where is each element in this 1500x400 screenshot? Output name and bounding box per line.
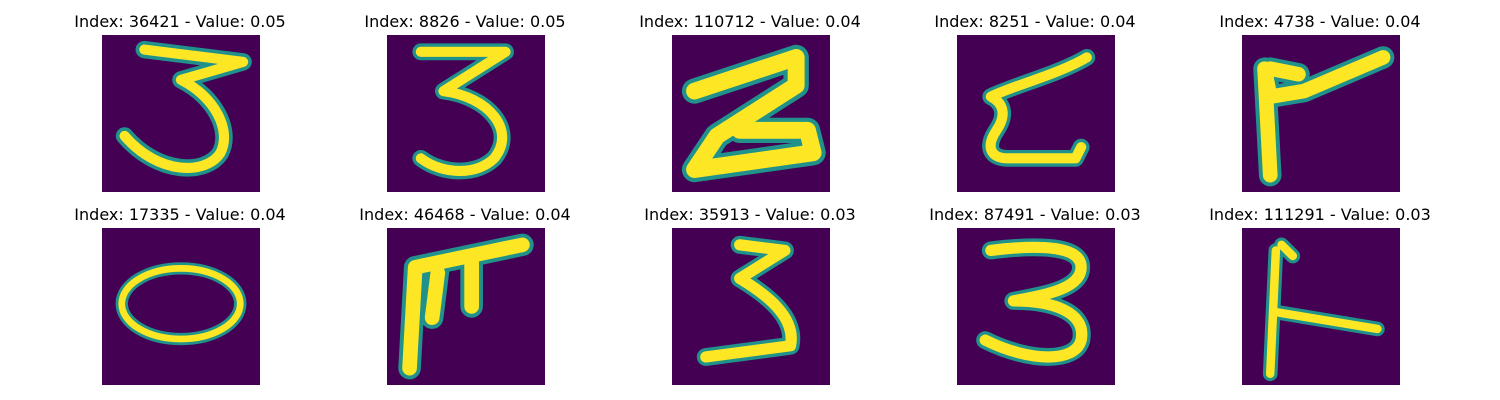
image-panel-1: Index: 36421 - Value: 0.05: [40, 0, 320, 192]
digit-stroke: [686, 49, 822, 178]
digit-stroke: [700, 239, 797, 363]
image-background: [102, 228, 260, 385]
panel-title: Index: 87491 - Value: 0.03: [929, 205, 1141, 224]
image-panel-7: Index: 46468 - Value: 0.04: [325, 193, 605, 385]
panel-title: Index: 35913 - Value: 0.03: [644, 205, 856, 224]
digit-image: [387, 228, 545, 385]
digit-stroke: [979, 241, 1088, 363]
digit-stroke: [119, 44, 249, 173]
digit-image: [102, 35, 260, 192]
image-panel-6: Index: 17335 - Value: 0.04: [40, 193, 320, 385]
image-panel-10: Index: 111291 - Value: 0.03: [1180, 193, 1460, 385]
digit-image: [957, 228, 1115, 385]
image-panel-2: Index: 8826 - Value: 0.05: [325, 0, 605, 192]
digit-stroke: [1265, 240, 1382, 378]
panel-title: Index: 17335 - Value: 0.04: [74, 205, 286, 224]
panel-title: Index: 8826 - Value: 0.05: [364, 12, 566, 31]
digit-image: [387, 35, 545, 192]
digit-stroke: [415, 46, 511, 177]
panel-title: Index: 46468 - Value: 0.04: [359, 205, 571, 224]
digit-image: [1242, 35, 1400, 192]
digit-image: [957, 35, 1115, 192]
digit-image: [672, 35, 830, 192]
panel-title: Index: 110712 - Value: 0.04: [639, 12, 861, 31]
digit-image: [1242, 228, 1400, 385]
panel-title: Index: 36421 - Value: 0.05: [74, 12, 286, 31]
digit-stroke: [1257, 50, 1391, 183]
panel-title: Index: 8251 - Value: 0.04: [934, 12, 1136, 31]
digit-image: [102, 228, 260, 385]
digit-stroke: [118, 265, 244, 343]
digit-stroke: [402, 237, 530, 376]
image-panel-4: Index: 8251 - Value: 0.04: [895, 0, 1175, 192]
image-panel-9: Index: 87491 - Value: 0.03: [895, 193, 1175, 385]
panel-title: Index: 111291 - Value: 0.03: [1209, 205, 1431, 224]
panel-title: Index: 4738 - Value: 0.04: [1219, 12, 1421, 31]
image-panel-3: Index: 110712 - Value: 0.04: [610, 0, 890, 192]
digit-stroke: [985, 52, 1092, 164]
image-panel-5: Index: 4738 - Value: 0.04: [1180, 0, 1460, 192]
image-panel-8: Index: 35913 - Value: 0.03: [610, 193, 890, 385]
digit-image: [672, 228, 830, 385]
